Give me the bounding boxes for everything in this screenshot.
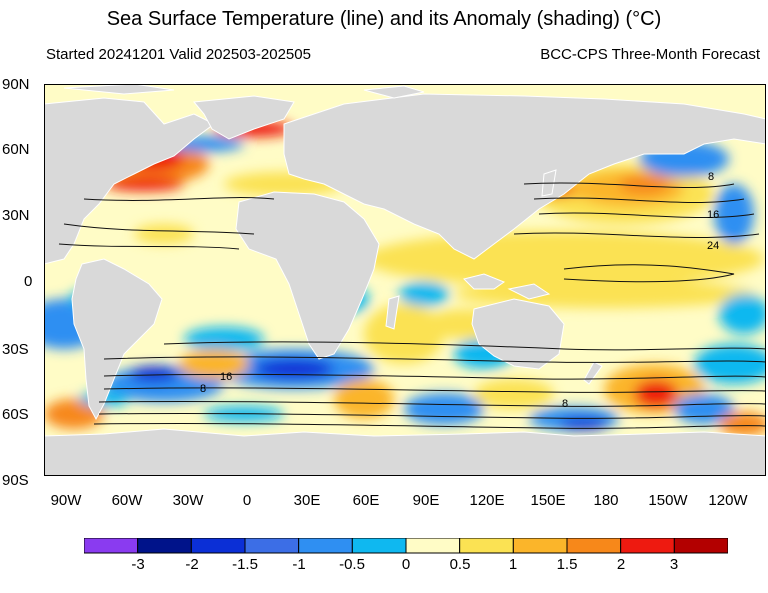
colorbar-tick: -1 (292, 556, 306, 573)
colorbar-tick: 1.5 (556, 556, 578, 573)
lon-label-60w: 60W (111, 492, 143, 509)
colorbar-tick: 1 (508, 556, 518, 573)
lat-label-eq: 0 (24, 273, 33, 290)
colorbar-box (298, 538, 353, 554)
colorbar-box (351, 538, 407, 554)
contour-label-16n: 16 (707, 209, 719, 221)
colorbar-tick: 3 (669, 556, 679, 573)
lon-label-90e: 90E (412, 492, 440, 509)
contour-label-8s-atlantic: 8 (200, 383, 206, 395)
lat-label-90s: 90S (2, 472, 29, 489)
chart-title: Sea Surface Temperature (line) and its A… (106, 8, 662, 30)
colorbar-box (190, 538, 246, 554)
lat-label-30s: 30S (2, 341, 29, 358)
colorbar-tick: 0.5 (449, 556, 471, 573)
colorbar-tick: -3 (131, 556, 145, 573)
sst-anomaly-map: 8 16 24 16 8 8 (44, 84, 766, 476)
colorbar-tick: 0 (401, 556, 411, 573)
land-masses (44, 84, 766, 476)
contour-label-8s-pacific: 8 (562, 398, 568, 410)
colorbar-box (512, 538, 568, 554)
colorbar-box (459, 538, 514, 554)
anomaly-colorbar (84, 538, 728, 554)
colorbar-box (405, 538, 461, 554)
lon-label-30w: 30W (172, 492, 204, 509)
forecast-source-label: BCC-CPS Three-Month Forecast (540, 46, 760, 63)
contour-label-24n: 24 (707, 240, 719, 252)
colorbar-box (620, 538, 675, 554)
lon-label-180: 180 (593, 492, 619, 509)
colorbar-box (673, 538, 728, 554)
colorbar-box (244, 538, 300, 554)
lon-label-0: 0 (242, 492, 252, 509)
lon-label-150w: 150W (648, 492, 688, 509)
contour-label-8n: 8 (708, 171, 714, 183)
lon-label-30e: 30E (293, 492, 321, 509)
colorbar-tick: 2 (616, 556, 626, 573)
lon-label-150e: 150E (530, 492, 566, 509)
lon-label-90w: 90W (50, 492, 82, 509)
colorbar-tick: -1.5 (232, 556, 258, 573)
lon-label-120w: 120W (708, 492, 748, 509)
contour-label-16s: 16 (220, 371, 232, 383)
colorbar-box (84, 538, 139, 554)
map-frame (44, 84, 766, 476)
lat-label-60n: 60N (2, 141, 30, 158)
colorbar-tick: -2 (185, 556, 199, 573)
forecast-validity-label: Started 20241201 Valid 202503-202505 (46, 46, 311, 63)
lat-label-30n: 30N (2, 207, 30, 224)
colorbar-box (566, 538, 622, 554)
lon-label-60e: 60E (352, 492, 380, 509)
lat-label-90n: 90N (2, 76, 30, 93)
colorbar-box (137, 538, 192, 554)
lat-label-60s: 60S (2, 406, 29, 423)
sst-contours (58, 182, 766, 429)
lon-label-120e: 120E (469, 492, 505, 509)
colorbar-tick: -0.5 (339, 556, 365, 573)
